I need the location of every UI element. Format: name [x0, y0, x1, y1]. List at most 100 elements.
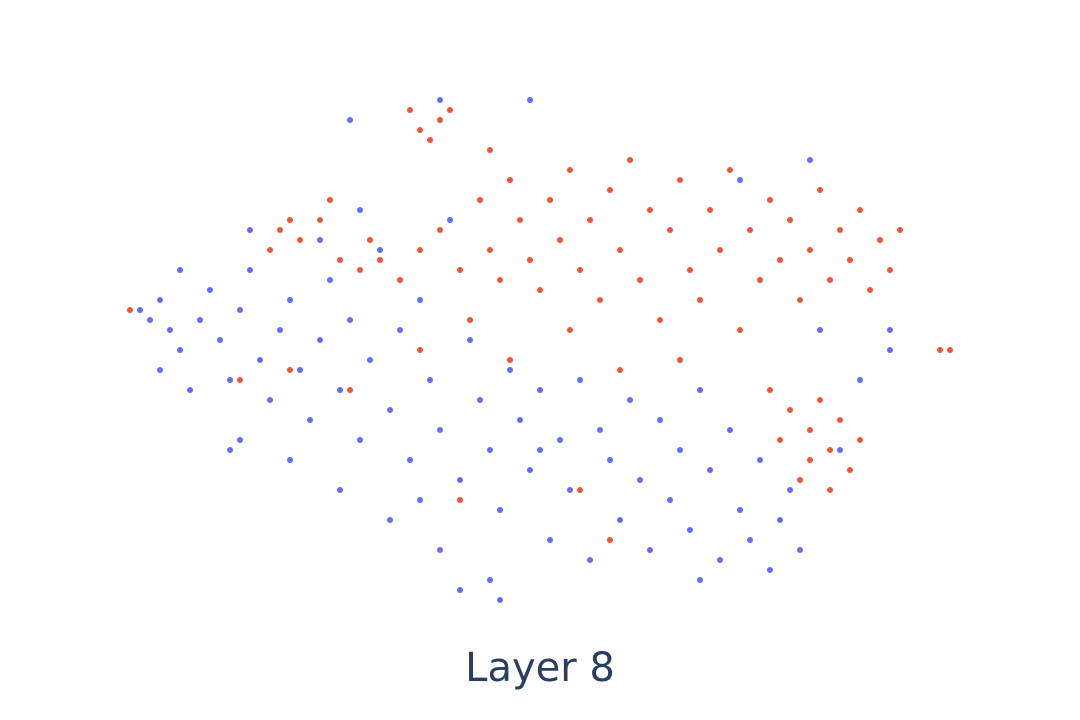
point: [127, 307, 133, 313]
point: [267, 397, 273, 403]
point: [737, 177, 743, 183]
point: [437, 97, 443, 103]
point: [757, 457, 763, 463]
point: [277, 227, 283, 233]
point: [147, 317, 153, 323]
point: [247, 227, 253, 233]
point: [487, 247, 493, 253]
point: [487, 447, 493, 453]
point: [717, 247, 723, 253]
point: [497, 277, 503, 283]
point: [477, 397, 483, 403]
point: [857, 437, 863, 443]
point: [567, 487, 573, 493]
point: [767, 387, 773, 393]
point: [807, 457, 813, 463]
point: [327, 277, 333, 283]
point: [377, 247, 383, 253]
point: [687, 267, 693, 273]
point: [707, 207, 713, 213]
point: [357, 207, 363, 213]
point: [457, 477, 463, 483]
point: [417, 497, 423, 503]
point: [557, 237, 563, 243]
point: [217, 337, 223, 343]
point: [367, 237, 373, 243]
point: [627, 397, 633, 403]
point: [547, 197, 553, 203]
point: [497, 597, 503, 603]
point: [867, 287, 873, 293]
point: [257, 357, 263, 363]
point: [637, 477, 643, 483]
point: [577, 487, 583, 493]
point: [347, 117, 353, 123]
point: [847, 467, 853, 473]
point: [207, 287, 213, 293]
point: [647, 207, 653, 213]
point: [557, 437, 563, 443]
point: [317, 337, 323, 343]
point: [857, 377, 863, 383]
point: [297, 237, 303, 243]
point: [357, 267, 363, 273]
point: [327, 197, 333, 203]
point: [827, 487, 833, 493]
point: [497, 507, 503, 513]
point: [707, 467, 713, 473]
point: [797, 547, 803, 553]
point: [577, 267, 583, 273]
point: [587, 557, 593, 563]
point: [817, 397, 823, 403]
point: [527, 257, 533, 263]
point: [697, 577, 703, 583]
point: [857, 207, 863, 213]
point: [767, 197, 773, 203]
point: [787, 217, 793, 223]
point: [167, 327, 173, 333]
point: [677, 447, 683, 453]
point: [687, 527, 693, 533]
point: [727, 167, 733, 173]
chart-title: Layer 8: [465, 645, 615, 691]
point: [247, 267, 253, 273]
point: [767, 567, 773, 573]
point: [287, 457, 293, 463]
point: [287, 367, 293, 373]
point: [447, 107, 453, 113]
point: [837, 417, 843, 423]
point: [407, 107, 413, 113]
point: [437, 427, 443, 433]
point: [827, 277, 833, 283]
point: [387, 517, 393, 523]
point: [797, 297, 803, 303]
point: [607, 187, 613, 193]
point: [397, 277, 403, 283]
point: [317, 237, 323, 243]
point: [387, 407, 393, 413]
point: [597, 427, 603, 433]
point: [467, 337, 473, 343]
point: [677, 357, 683, 363]
point: [287, 217, 293, 223]
point: [617, 247, 623, 253]
point: [157, 367, 163, 373]
point: [237, 437, 243, 443]
point: [407, 457, 413, 463]
point: [537, 447, 543, 453]
point: [807, 427, 813, 433]
point: [887, 347, 893, 353]
point: [457, 267, 463, 273]
point: [457, 497, 463, 503]
point: [807, 157, 813, 163]
point: [517, 417, 523, 423]
point: [417, 297, 423, 303]
point: [647, 547, 653, 553]
point: [197, 317, 203, 323]
point: [597, 297, 603, 303]
point: [507, 357, 513, 363]
point: [617, 367, 623, 373]
point: [777, 437, 783, 443]
point: [297, 367, 303, 373]
